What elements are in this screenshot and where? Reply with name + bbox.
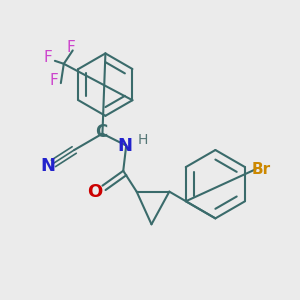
Text: N: N bbox=[40, 157, 55, 175]
Text: N: N bbox=[117, 136, 132, 154]
Text: H: H bbox=[137, 133, 148, 147]
Text: O: O bbox=[87, 183, 103, 201]
Text: F: F bbox=[43, 50, 52, 65]
Text: C: C bbox=[95, 123, 107, 141]
Text: F: F bbox=[67, 40, 76, 55]
Text: F: F bbox=[49, 73, 58, 88]
Text: Br: Br bbox=[252, 162, 271, 177]
